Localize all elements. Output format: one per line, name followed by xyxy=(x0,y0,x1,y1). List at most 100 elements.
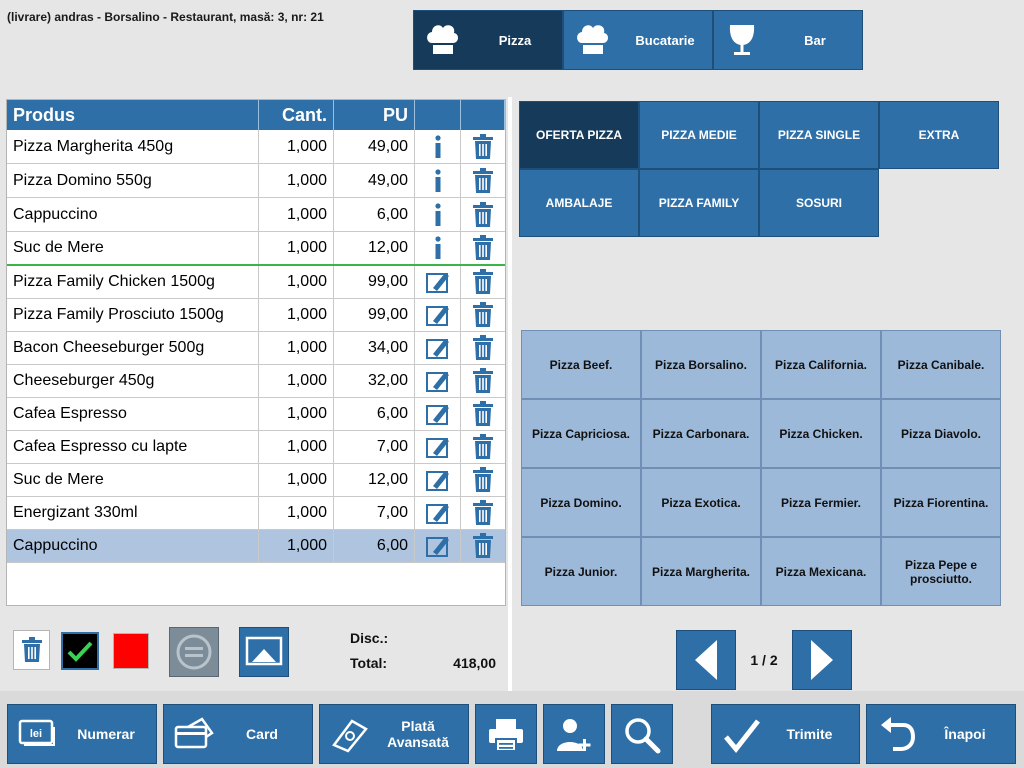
category-extra[interactable]: EXTRA xyxy=(879,101,999,169)
trash-icon[interactable] xyxy=(461,398,505,430)
order-row[interactable]: Cheeseburger 450g 1,000 32,00 xyxy=(7,365,505,398)
edit-icon[interactable] xyxy=(415,530,461,562)
product-tile[interactable]: Pizza Pepe e prosciutto. xyxy=(881,537,1001,606)
product-tile[interactable]: Pizza Beef. xyxy=(521,330,641,399)
order-row[interactable]: Pizza Margherita 450g 1,000 49,00 xyxy=(7,130,505,164)
order-row-product: Suc de Mere xyxy=(7,464,259,496)
next-page-button[interactable] xyxy=(792,630,852,690)
edit-icon[interactable] xyxy=(415,332,461,364)
category-pizza-family[interactable]: PIZZA FAMILY xyxy=(639,169,759,237)
station-tab-bar[interactable]: Bar xyxy=(713,10,863,70)
cash-payment-button[interactable]: lei Numerar xyxy=(7,704,157,764)
order-row-qty: 1,000 xyxy=(259,130,334,163)
edit-icon[interactable] xyxy=(415,299,461,331)
edit-icon[interactable] xyxy=(415,431,461,463)
category-ambalaje[interactable]: AMBALAJE xyxy=(519,169,639,237)
info-icon[interactable] xyxy=(415,164,461,197)
product-tile[interactable]: Pizza Borsalino. xyxy=(641,330,761,399)
order-row-qty: 1,000 xyxy=(259,266,334,298)
product-tile[interactable]: Pizza Canibale. xyxy=(881,330,1001,399)
info-icon[interactable] xyxy=(415,130,461,163)
display-button[interactable] xyxy=(239,627,289,677)
category-pizza-medie[interactable]: PIZZA MEDIE xyxy=(639,101,759,169)
advance-payment-button[interactable]: Plată Avansată xyxy=(319,704,469,764)
trash-icon[interactable] xyxy=(461,164,505,197)
order-row-price: 99,00 xyxy=(334,266,415,298)
trash-icon[interactable] xyxy=(461,332,505,364)
product-tile[interactable]: Pizza Mexicana. xyxy=(761,537,881,606)
order-row[interactable]: Suc de Mere 1,000 12,00 xyxy=(7,232,505,266)
order-row-product: Pizza Family Chicken 1500g xyxy=(7,266,259,298)
edit-icon[interactable] xyxy=(415,365,461,397)
order-row[interactable]: Pizza Family Prosciuto 1500g 1,000 99,00 xyxy=(7,299,505,332)
search-button[interactable] xyxy=(611,704,673,764)
print-button[interactable] xyxy=(475,704,537,764)
split-button[interactable] xyxy=(169,627,219,677)
order-row[interactable]: Cappuccino 1,000 6,00 xyxy=(7,198,505,232)
trash-icon[interactable] xyxy=(461,530,505,562)
product-tile[interactable]: Pizza Exotica. xyxy=(641,468,761,537)
order-row[interactable]: Pizza Family Chicken 1500g 1,000 99,00 xyxy=(7,266,505,299)
trash-icon[interactable] xyxy=(461,130,505,163)
credit-card-icon xyxy=(174,717,214,749)
order-row-price: 6,00 xyxy=(334,398,415,430)
back-button[interactable]: Înapoi xyxy=(866,704,1016,764)
trash-icon[interactable] xyxy=(461,365,505,397)
send-button[interactable]: Trimite xyxy=(711,704,860,764)
delete-all-button[interactable] xyxy=(13,630,50,670)
station-tab-pizza[interactable]: Pizza xyxy=(413,10,563,70)
edit-icon[interactable] xyxy=(415,497,461,529)
station-label: Bar xyxy=(804,32,826,48)
back-label: Înapoi xyxy=(944,726,986,742)
product-tile[interactable]: Pizza Diavolo. xyxy=(881,399,1001,468)
edit-icon[interactable] xyxy=(415,464,461,496)
trash-icon[interactable] xyxy=(461,232,505,264)
product-tile[interactable]: Pizza Chicken. xyxy=(761,399,881,468)
trash-icon[interactable] xyxy=(461,299,505,331)
order-row-qty: 1,000 xyxy=(259,299,334,331)
trash-icon[interactable] xyxy=(461,431,505,463)
edit-icon[interactable] xyxy=(415,398,461,430)
category-pizza-single[interactable]: PIZZA SINGLE xyxy=(759,101,879,169)
station-label: Bucatarie xyxy=(635,32,695,48)
order-row[interactable]: Bacon Cheeseburger 500g 1,000 34,00 xyxy=(7,332,505,365)
order-row[interactable]: Pizza Domino 550g 1,000 49,00 xyxy=(7,164,505,198)
category-sosuri[interactable]: SOSURI xyxy=(759,169,879,237)
product-tile[interactable]: Pizza Capriciosa. xyxy=(521,399,641,468)
order-row[interactable]: Energizant 330ml 1,000 7,00 xyxy=(7,497,505,530)
category-oferta-pizza[interactable]: OFERTA PIZZA xyxy=(519,101,639,169)
product-tile[interactable]: Pizza Junior. xyxy=(521,537,641,606)
trash-icon[interactable] xyxy=(461,464,505,496)
card-payment-button[interactable]: Card xyxy=(163,704,313,764)
red-flag-button[interactable] xyxy=(113,633,149,669)
product-tile[interactable]: Pizza Domino. xyxy=(521,468,641,537)
product-tile[interactable]: Pizza California. xyxy=(761,330,881,399)
prev-page-button[interactable] xyxy=(676,630,736,690)
info-icon[interactable] xyxy=(415,232,461,264)
order-row[interactable]: Cafea Espresso cu lapte 1,000 7,00 xyxy=(7,431,505,464)
order-row-product: Suc de Mere xyxy=(7,232,259,264)
add-customer-button[interactable] xyxy=(543,704,605,764)
order-row-product: Pizza Family Prosciuto 1500g xyxy=(7,299,259,331)
info-icon[interactable] xyxy=(415,198,461,231)
order-row[interactable]: Cappuccino 1,000 6,00 xyxy=(7,530,505,563)
chef-hat-icon xyxy=(427,25,459,54)
order-row-price: 49,00 xyxy=(334,164,415,197)
order-row[interactable]: Suc de Mere 1,000 12,00 xyxy=(7,464,505,497)
order-row-price: 7,00 xyxy=(334,497,415,529)
trash-icon[interactable] xyxy=(461,497,505,529)
product-tile[interactable]: Pizza Margherita. xyxy=(641,537,761,606)
order-row-product: Cafea Espresso cu lapte xyxy=(7,431,259,463)
edit-icon[interactable] xyxy=(415,266,461,298)
station-tab-bucatarie[interactable]: Bucatarie xyxy=(563,10,713,70)
order-row[interactable]: Cafea Espresso 1,000 6,00 xyxy=(7,398,505,431)
order-row-qty: 1,000 xyxy=(259,332,334,364)
product-tile[interactable]: Pizza Carbonara. xyxy=(641,399,761,468)
product-tile[interactable]: Pizza Fermier. xyxy=(761,468,881,537)
check-icon xyxy=(67,641,93,662)
trash-icon[interactable] xyxy=(461,266,505,298)
product-tile[interactable]: Pizza Fiorentina. xyxy=(881,468,1001,537)
cash-icon: lei xyxy=(18,719,55,746)
confirm-check-button[interactable] xyxy=(61,632,99,670)
trash-icon[interactable] xyxy=(461,198,505,231)
